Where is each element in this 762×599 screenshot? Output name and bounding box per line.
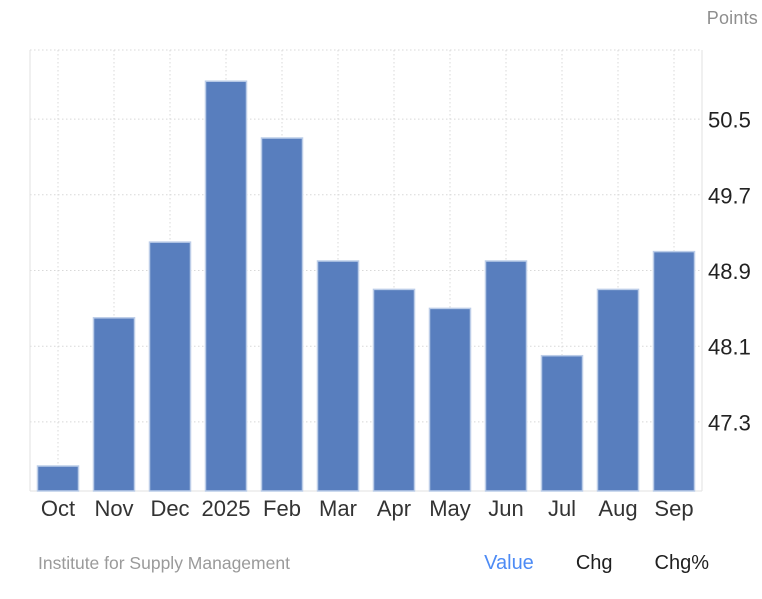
- x-axis-label-oct: Oct: [41, 496, 75, 521]
- bar-2025[interactable]: [204, 80, 248, 492]
- y-axis-tick-label: 48.9: [708, 259, 751, 284]
- y-axis-tick-label: 49.7: [708, 183, 751, 208]
- x-axis-label-jun: Jun: [488, 496, 523, 521]
- chart-mode-tabs: Value Chg Chg%: [484, 552, 709, 575]
- y-axis-tick-label: 48.1: [708, 335, 751, 360]
- bar-may[interactable]: [428, 307, 472, 492]
- chart-footer: Institute for Supply Management Value Ch…: [38, 549, 709, 577]
- bar-mar[interactable]: [316, 260, 360, 492]
- x-axis-label-may: May: [429, 496, 471, 521]
- bar-oct[interactable]: [36, 465, 80, 492]
- y-axis-tick-label: 50.5: [708, 108, 751, 133]
- bar-nov[interactable]: [92, 317, 136, 492]
- bar-jun[interactable]: [484, 260, 528, 492]
- tab-chg[interactable]: Chg: [575, 551, 613, 574]
- bar-aug[interactable]: [596, 288, 640, 492]
- x-axis-label-mar: Mar: [319, 496, 357, 521]
- x-axis-label-dec: Dec: [150, 496, 189, 521]
- x-axis-label-nov: Nov: [94, 496, 133, 521]
- y-axis-unit-label: Points: [706, 8, 758, 28]
- x-axis-label-jul: Jul: [548, 496, 576, 521]
- x-axis-label-apr: Apr: [377, 496, 411, 521]
- source-attribution-link[interactable]: Institute for Supply Management: [38, 552, 290, 573]
- x-axis-label-aug: Aug: [598, 496, 637, 521]
- x-axis-label-feb: Feb: [263, 496, 301, 521]
- bar-apr[interactable]: [372, 288, 416, 492]
- x-axis-label-sep: Sep: [654, 496, 693, 521]
- tab-value[interactable]: Value: [484, 551, 534, 574]
- x-axis-label-2025: 2025: [202, 496, 251, 521]
- bar-dec[interactable]: [148, 241, 192, 492]
- tab-chg-percent[interactable]: Chg%: [654, 551, 709, 574]
- bar-chart[interactable]: 47.3 48.1 48.9 49.7 50.5 Oct Nov Dec 2025 Feb Mar A…: [0, 0, 762, 538]
- bar-feb[interactable]: [260, 137, 304, 492]
- y-axis-tick-label: 47.3: [708, 410, 751, 435]
- bar-jul[interactable]: [540, 354, 584, 492]
- bar-sep[interactable]: [652, 250, 696, 492]
